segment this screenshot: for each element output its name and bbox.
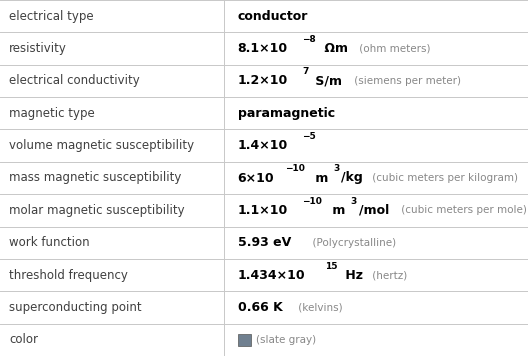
Text: electrical conductivity: electrical conductivity xyxy=(9,74,140,88)
Text: 7: 7 xyxy=(303,67,309,76)
Text: (siemens per meter): (siemens per meter) xyxy=(351,76,460,86)
Text: Ωm: Ωm xyxy=(320,42,348,55)
Text: m: m xyxy=(310,172,328,184)
Text: 1.1×10: 1.1×10 xyxy=(238,204,288,217)
Text: superconducting point: superconducting point xyxy=(9,301,142,314)
Text: conductor: conductor xyxy=(238,10,308,23)
Text: work function: work function xyxy=(9,236,90,249)
Text: −10: −10 xyxy=(285,164,305,173)
Text: paramagnetic: paramagnetic xyxy=(238,107,335,120)
Text: Hz: Hz xyxy=(341,268,363,282)
Text: −8: −8 xyxy=(302,35,316,44)
Text: /kg: /kg xyxy=(341,172,363,184)
Text: 1.434×10: 1.434×10 xyxy=(238,268,305,282)
Text: 3: 3 xyxy=(333,164,339,173)
Text: −5: −5 xyxy=(303,132,316,141)
Text: 6×10: 6×10 xyxy=(238,172,274,184)
Text: S/m: S/m xyxy=(310,74,342,88)
Text: (ohm meters): (ohm meters) xyxy=(356,43,431,53)
Bar xyxy=(238,334,251,346)
Text: threshold frequency: threshold frequency xyxy=(9,268,128,282)
Text: 1.2×10: 1.2×10 xyxy=(238,74,288,88)
Text: −10: −10 xyxy=(303,197,322,206)
Text: 3: 3 xyxy=(351,197,357,206)
Text: (cubic meters per kilogram): (cubic meters per kilogram) xyxy=(369,173,518,183)
Text: color: color xyxy=(9,333,38,346)
Text: (Polycrystalline): (Polycrystalline) xyxy=(306,238,397,248)
Text: resistivity: resistivity xyxy=(9,42,67,55)
Text: 15: 15 xyxy=(325,262,337,271)
Text: 0.66 K: 0.66 K xyxy=(238,301,282,314)
Text: volume magnetic susceptibility: volume magnetic susceptibility xyxy=(9,139,194,152)
Text: m: m xyxy=(328,204,345,217)
Text: 5.93 eV: 5.93 eV xyxy=(238,236,291,249)
Text: mass magnetic susceptibility: mass magnetic susceptibility xyxy=(9,172,181,184)
Text: (cubic meters per mole): (cubic meters per mole) xyxy=(398,205,526,215)
Text: (kelvins): (kelvins) xyxy=(295,303,343,313)
Text: molar magnetic susceptibility: molar magnetic susceptibility xyxy=(9,204,185,217)
Text: magnetic type: magnetic type xyxy=(9,107,95,120)
Text: electrical type: electrical type xyxy=(9,10,93,23)
Text: (slate gray): (slate gray) xyxy=(256,335,316,345)
Text: /mol: /mol xyxy=(359,204,389,217)
Text: 8.1×10: 8.1×10 xyxy=(238,42,288,55)
Text: (hertz): (hertz) xyxy=(370,270,408,280)
Text: 1.4×10: 1.4×10 xyxy=(238,139,288,152)
